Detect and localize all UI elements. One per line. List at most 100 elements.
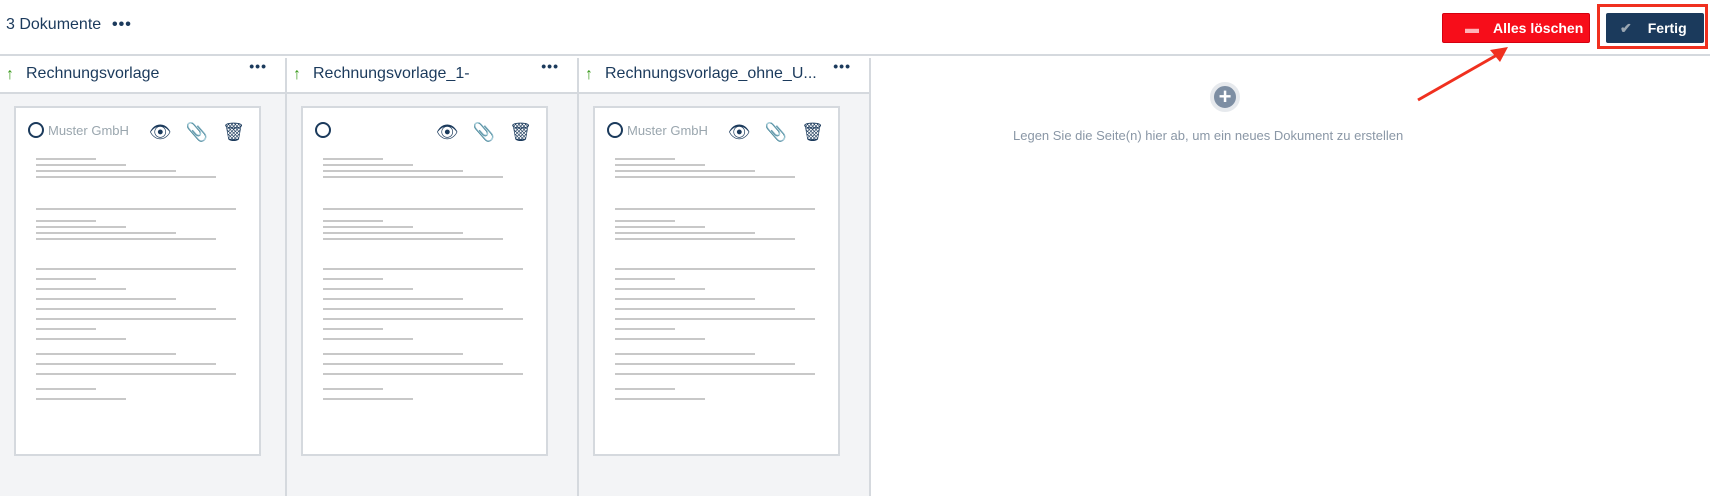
text-line bbox=[615, 288, 705, 290]
text-line bbox=[323, 338, 413, 340]
document-column: ↑ Rechnungsvorlage_ohne_U... ••• Muster … bbox=[579, 58, 871, 496]
text-line bbox=[36, 238, 216, 240]
text-line bbox=[323, 278, 383, 280]
text-line bbox=[36, 170, 176, 172]
circle-icon[interactable] bbox=[315, 122, 331, 138]
text-line bbox=[36, 278, 96, 280]
check-icon: ✔ bbox=[1620, 19, 1632, 36]
text-line bbox=[323, 268, 523, 270]
text-line bbox=[323, 308, 503, 310]
text-line bbox=[615, 232, 755, 234]
text-line bbox=[323, 353, 463, 355]
text-line bbox=[36, 288, 126, 290]
text-line bbox=[36, 353, 176, 355]
paperclip-icon[interactable]: 📎 bbox=[185, 122, 209, 142]
delete-all-button[interactable]: ▬ Alles löschen bbox=[1442, 13, 1590, 43]
text-line bbox=[615, 158, 675, 160]
plus-circle-icon[interactable]: + bbox=[1210, 82, 1240, 112]
text-line bbox=[323, 328, 383, 330]
text-line bbox=[615, 308, 795, 310]
circle-icon[interactable] bbox=[607, 122, 623, 138]
logo bbox=[315, 122, 335, 138]
document-header: ↑ Rechnungsvorlage_ohne_U... ••• bbox=[579, 58, 869, 94]
text-line bbox=[615, 268, 815, 270]
text-line bbox=[615, 328, 675, 330]
text-line bbox=[323, 176, 503, 178]
text-line bbox=[615, 278, 675, 280]
document-title[interactable]: Rechnungsvorlage_1- bbox=[313, 65, 470, 82]
document-title[interactable]: Rechnungsvorlage bbox=[26, 65, 160, 82]
text-line bbox=[615, 338, 705, 340]
text-line bbox=[323, 298, 463, 300]
highlight-box bbox=[1597, 4, 1708, 49]
text-line bbox=[615, 363, 795, 365]
eye-icon[interactable]: 👁 bbox=[435, 122, 459, 142]
document-more-button[interactable]: ••• bbox=[249, 58, 267, 74]
arrow-up-icon: ↑ bbox=[293, 66, 301, 83]
document-column: ↑ Rechnungsvorlage ••• Muster GmbH 👁 📎 🗑 bbox=[0, 58, 287, 496]
text-line bbox=[323, 164, 413, 166]
text-line bbox=[323, 398, 413, 400]
text-line bbox=[36, 363, 216, 365]
text-line bbox=[615, 176, 795, 178]
text-line bbox=[36, 298, 176, 300]
page-thumbnail[interactable]: 👁 📎 🗑 bbox=[301, 106, 548, 456]
text-line bbox=[36, 398, 126, 400]
page-thumbnail[interactable]: Muster GmbH 👁 📎 🗑 bbox=[593, 106, 840, 456]
text-line bbox=[323, 208, 523, 210]
text-line bbox=[615, 238, 795, 240]
text-line bbox=[36, 268, 236, 270]
eye-icon[interactable]: 👁 bbox=[727, 122, 751, 142]
text-line bbox=[615, 208, 815, 210]
arrow-up-icon: ↑ bbox=[6, 66, 14, 83]
trash-icon[interactable]: 🗑 bbox=[801, 122, 824, 142]
paperclip-icon[interactable]: 📎 bbox=[472, 122, 496, 142]
text-line bbox=[323, 232, 463, 234]
document-column: ↑ Rechnungsvorlage_1- ••• 👁 📎 🗑 bbox=[287, 58, 579, 496]
done-label: Fertig bbox=[1647, 20, 1687, 36]
trash-icon[interactable]: 🗑 bbox=[509, 122, 532, 142]
text-line bbox=[36, 232, 176, 234]
more-options-button[interactable]: ••• bbox=[112, 16, 132, 33]
done-button[interactable]: ✔ Fertig bbox=[1606, 13, 1704, 43]
text-line bbox=[36, 164, 126, 166]
text-line bbox=[36, 338, 126, 340]
paperclip-icon[interactable]: 📎 bbox=[764, 122, 788, 142]
document-header: ↑ Rechnungsvorlage ••• bbox=[0, 58, 285, 94]
text-line bbox=[615, 318, 815, 320]
text-line bbox=[36, 208, 236, 210]
text-line bbox=[323, 373, 523, 375]
text-line bbox=[615, 226, 705, 228]
document-more-button[interactable]: ••• bbox=[541, 58, 559, 74]
text-line bbox=[36, 388, 96, 390]
drop-zone-text: Legen Sie die Seite(n) hier ab, um ein n… bbox=[1013, 128, 1404, 143]
text-line bbox=[323, 220, 383, 222]
circle-icon[interactable] bbox=[28, 122, 44, 138]
text-line bbox=[615, 388, 675, 390]
text-line bbox=[615, 220, 675, 222]
text-line bbox=[323, 226, 413, 228]
text-line bbox=[323, 288, 413, 290]
page-thumbnail[interactable]: Muster GmbH 👁 📎 🗑 bbox=[14, 106, 261, 456]
text-line bbox=[615, 298, 755, 300]
document-title[interactable]: Rechnungsvorlage_ohne_U... bbox=[605, 65, 817, 82]
trash-icon[interactable]: 🗑 bbox=[222, 122, 245, 142]
logo-text: Muster GmbH bbox=[627, 122, 708, 138]
text-line bbox=[615, 164, 705, 166]
text-line bbox=[615, 373, 815, 375]
text-line bbox=[36, 176, 216, 178]
document-more-button[interactable]: ••• bbox=[833, 58, 851, 74]
text-line bbox=[36, 226, 126, 228]
text-line bbox=[36, 318, 236, 320]
document-header: ↑ Rechnungsvorlage_1- ••• bbox=[287, 58, 577, 94]
text-line bbox=[36, 158, 96, 160]
arrow-up-icon: ↑ bbox=[585, 66, 593, 83]
delete-all-label: Alles löschen bbox=[1493, 20, 1584, 36]
toolbar: 3 Dokumente ••• ▬ Alles löschen ✔ Fertig bbox=[0, 0, 1710, 56]
eye-icon[interactable]: 👁 bbox=[148, 122, 172, 142]
trash-icon: ▬ bbox=[1465, 20, 1479, 36]
text-line bbox=[323, 170, 463, 172]
text-line bbox=[36, 308, 216, 310]
text-line bbox=[615, 353, 755, 355]
